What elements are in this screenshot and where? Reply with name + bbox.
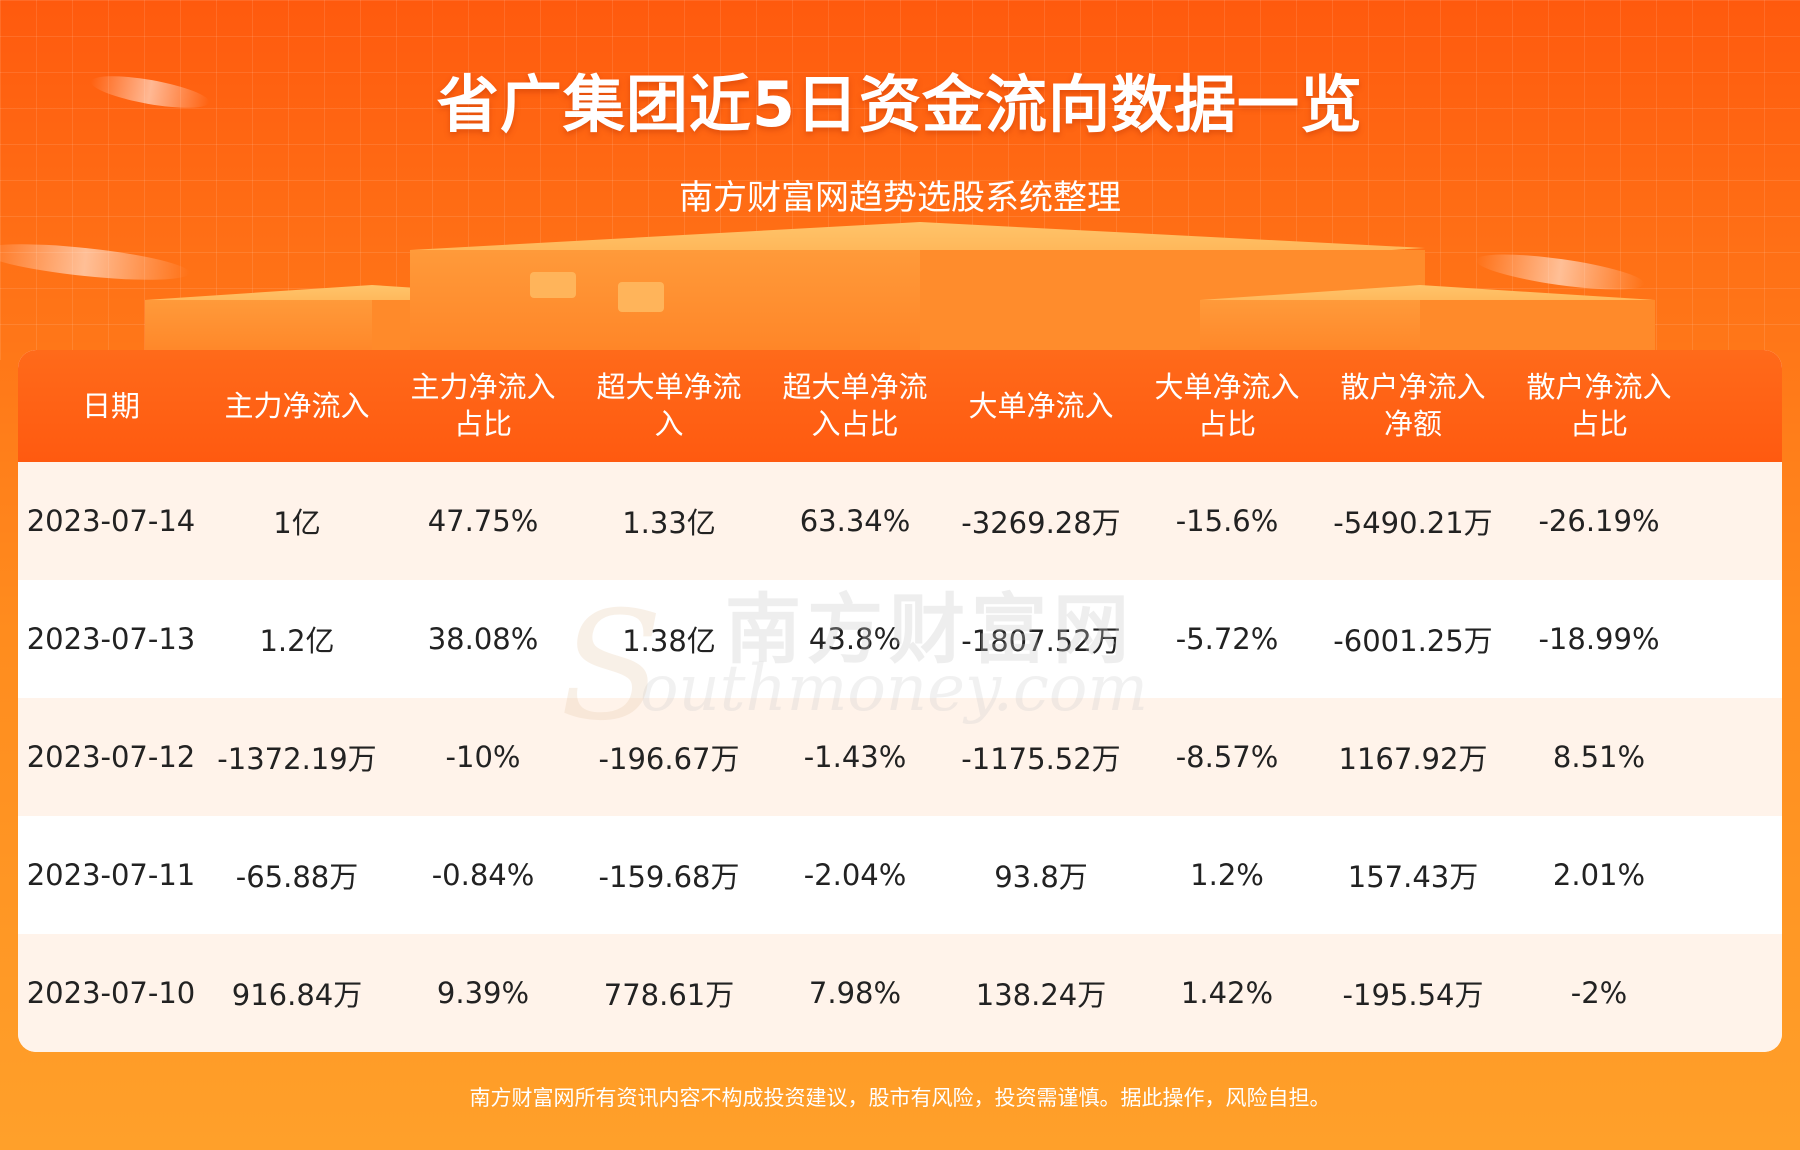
table-cell: 2023-07-12: [26, 740, 196, 774]
table-cell: 157.43万: [1347, 860, 1479, 894]
table-row: 2023-07-11 -65.88万 -0.84% -159.68万 -2.04…: [18, 816, 1782, 934]
table-cell: 8.51%: [1552, 740, 1646, 774]
table-cell: 2.01%: [1552, 858, 1646, 892]
table-cell: 1167.92万: [1338, 742, 1488, 776]
table-cell: -6001.25万: [1333, 624, 1493, 658]
column-header-super-ratio: 超大单净流 入占比: [782, 370, 928, 441]
fund-flow-table: 日期 主力净流入 主力净流入 占比 超大单净流入 超大单净流 入占比 大单净流入 大…: [18, 350, 1782, 1052]
page-subtitle: 南方财富网趋势选股系统整理: [679, 178, 1121, 218]
table-cell: 1亿: [273, 506, 321, 540]
table-cell: 138.24万: [975, 978, 1107, 1012]
table-cell: 2023-07-10: [26, 976, 196, 1010]
footer-disclaimer: 南方财富网所有资讯内容不构成投资建议，股市有风险，投资需谨慎。据此操作，风险自担…: [469, 1086, 1331, 1110]
table-cell: 1.2亿: [259, 624, 335, 658]
table-cell: 7.98%: [808, 976, 902, 1010]
table-cell: -1175.52万: [961, 742, 1121, 776]
table-cell: -8.57%: [1175, 740, 1279, 774]
table-cell: -5.72%: [1175, 622, 1279, 656]
table-cell: -10%: [445, 740, 521, 774]
column-header-main-ratio: 主力净流入 占比: [410, 370, 556, 441]
column-header-large-ratio: 大单净流入 占比: [1154, 370, 1300, 441]
table-row: 2023-07-14 1亿 47.75% 1.33亿 63.34% -3269.…: [18, 462, 1782, 580]
table-cell: 2023-07-13: [26, 622, 196, 656]
table-cell: 43.8%: [808, 622, 902, 656]
table-cell: 38.08%: [427, 622, 539, 656]
column-header-date: 日期: [81, 388, 140, 423]
table-cell: 778.61万: [603, 978, 735, 1012]
table-cell: -195.54万: [1342, 978, 1484, 1012]
table-cell: -196.67万: [598, 742, 740, 776]
table-cell: 63.34%: [799, 504, 911, 538]
table-cell: 1.33亿: [622, 506, 716, 540]
table-cell: -15.6%: [1175, 504, 1279, 538]
column-header-retail-net: 散户净流入 净额: [1340, 370, 1486, 441]
table-cell: 93.8万: [994, 860, 1088, 894]
table-cell: -1807.52万: [961, 624, 1121, 658]
column-header-retail-ratio: 散户净流入 占比: [1526, 370, 1672, 441]
table-row: 2023-07-10 916.84万 9.39% 778.61万 7.98% 1…: [18, 934, 1782, 1052]
table-row: 2023-07-12 -1372.19万 -10% -196.67万 -1.43…: [18, 698, 1782, 816]
table-cell: 2023-07-14: [26, 504, 196, 538]
table-cell: -3269.28万: [961, 506, 1121, 540]
table-cell: -5490.21万: [1333, 506, 1493, 540]
table-header: 日期 主力净流入 主力净流入 占比 超大单净流入 超大单净流 入占比 大单净流入 大…: [18, 350, 1782, 462]
table-cell: -2.04%: [803, 858, 907, 892]
table-cell: 1.42%: [1180, 976, 1274, 1010]
table-cell: 2023-07-11: [26, 858, 196, 892]
table-cell: 9.39%: [436, 976, 530, 1010]
column-header-super-inflow: 超大单净流入: [596, 370, 742, 441]
table-cell: -1372.19万: [217, 742, 377, 776]
table-cell: 916.84万: [231, 978, 363, 1012]
column-header-main-inflow: 主力净流入: [224, 388, 370, 423]
table-cell: 47.75%: [427, 504, 539, 538]
table-cell: 1.2%: [1190, 858, 1264, 892]
table-cell: 1.38亿: [622, 624, 716, 658]
page-title: 省广集团近5日资金流向数据一览: [436, 68, 1364, 141]
table-cell: -1.43%: [803, 740, 907, 774]
table-cell: -159.68万: [598, 860, 740, 894]
column-header-large-inflow: 大单净流入: [968, 388, 1114, 423]
table-cell: -65.88万: [235, 860, 359, 894]
table-cell: -0.84%: [431, 858, 535, 892]
decorative-boxes: [0, 76, 1655, 360]
table-row: 2023-07-13 1.2亿 38.08% 1.38亿 43.8% -1807…: [18, 580, 1782, 698]
table-cell: -26.19%: [1538, 504, 1660, 538]
table-cell: -2%: [1570, 976, 1628, 1010]
table-cell: -18.99%: [1538, 622, 1660, 656]
